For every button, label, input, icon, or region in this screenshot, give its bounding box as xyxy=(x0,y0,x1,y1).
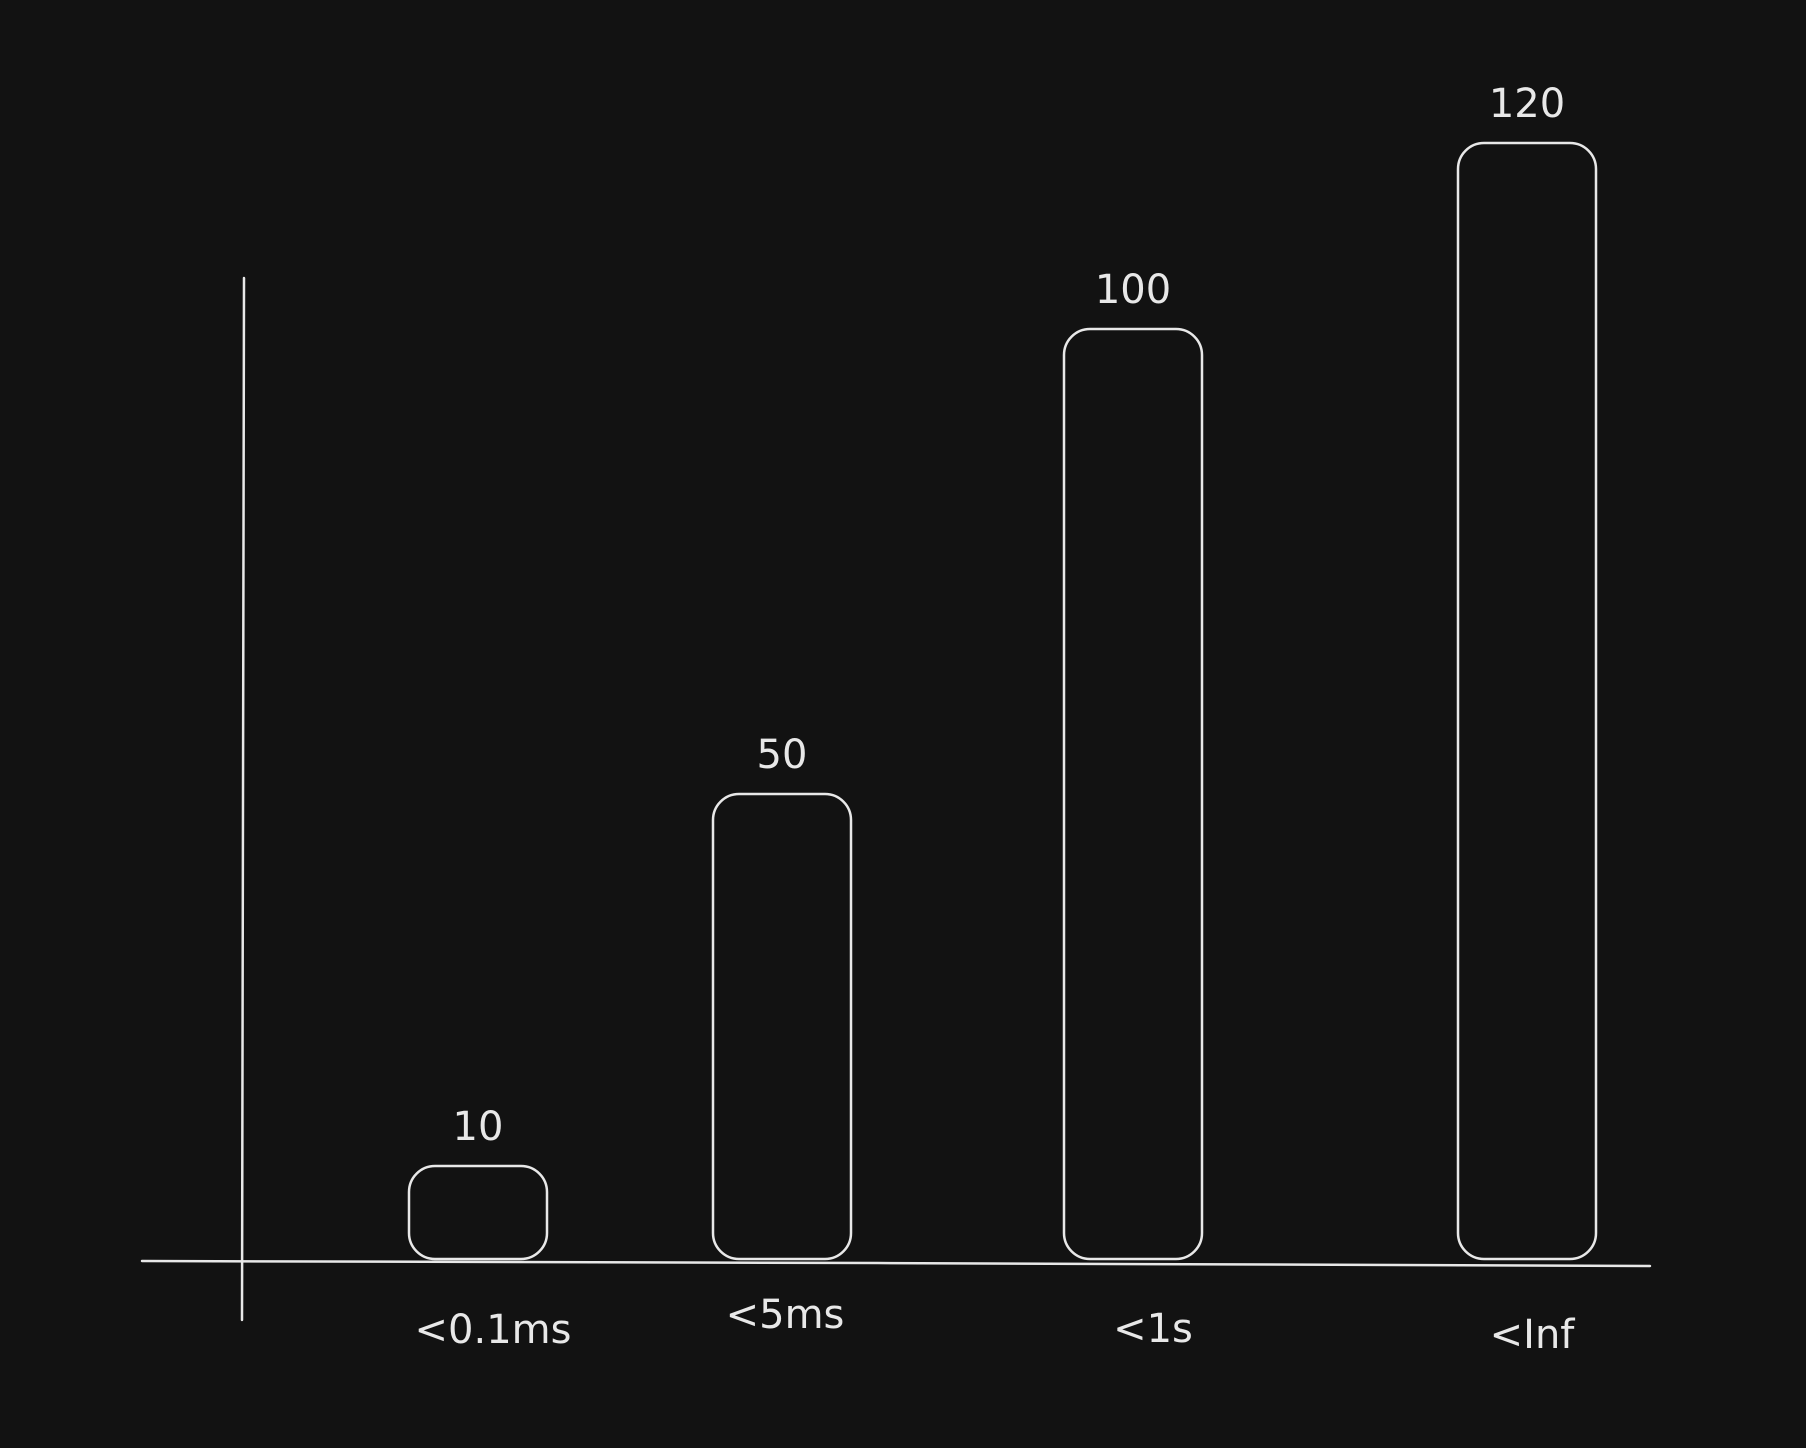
bar-0 xyxy=(407,1164,549,1261)
bar-3 xyxy=(1456,141,1598,1261)
value-label-2: 100 xyxy=(1095,267,1171,313)
value-label-0: 10 xyxy=(453,1104,504,1150)
y-axis-line xyxy=(240,276,246,1322)
value-label-3: 120 xyxy=(1489,81,1565,127)
x-tick-label-0: <0.1ms xyxy=(415,1307,572,1353)
x-tick-label-3: <Inf xyxy=(1490,1312,1576,1358)
x-tick-labels-group: <0.1ms <5ms <1s <Inf xyxy=(415,1292,1576,1358)
bar-2 xyxy=(1062,327,1204,1261)
x-tick-label-2: <1s xyxy=(1113,1306,1193,1352)
value-label-1: 50 xyxy=(757,732,808,778)
value-labels-group: 10 50 100 120 xyxy=(453,81,1566,1150)
x-tick-label-1: <5ms xyxy=(726,1292,845,1338)
bars-group xyxy=(407,141,1598,1261)
chart-axes xyxy=(140,276,1652,1322)
bar-1 xyxy=(711,792,853,1261)
x-axis-line xyxy=(140,1259,1652,1268)
